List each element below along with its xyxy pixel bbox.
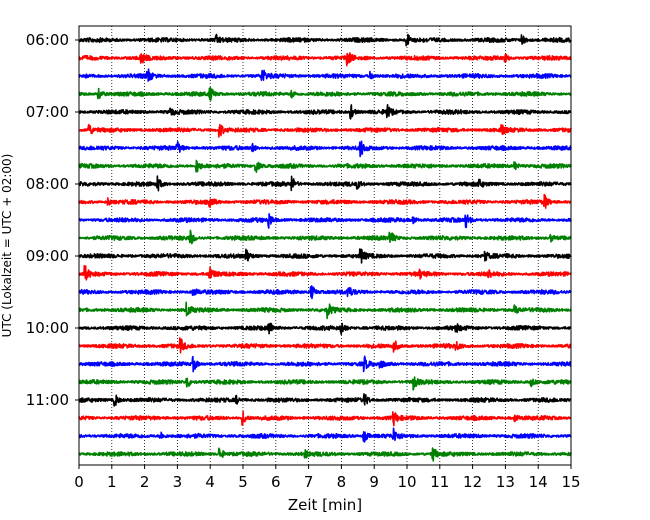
x-tick-label: 4	[205, 473, 215, 491]
x-tick-label: 14	[529, 473, 548, 491]
x-tick-label: 8	[337, 473, 347, 491]
trace-1145	[78, 447, 572, 462]
y-axis-ticks: 06:00 07:00 08:00 09:00 10:00 11:00	[26, 31, 79, 409]
x-tick-label: 9	[369, 473, 379, 491]
trace-1130	[78, 427, 572, 443]
trace-1000	[78, 322, 572, 336]
x-tick-label: 11	[430, 473, 449, 491]
x-tick-label: 6	[271, 473, 281, 491]
y-tick-label: 06:00	[26, 31, 69, 49]
x-tick-label: 5	[238, 473, 248, 491]
x-tick-label: 12	[463, 473, 482, 491]
trace-1100	[78, 393, 572, 407]
trace-0800	[78, 175, 572, 192]
trace-0645	[78, 86, 572, 102]
x-tick-label: 13	[496, 473, 515, 491]
x-tick-label: 2	[140, 473, 150, 491]
trace-0615	[78, 52, 572, 67]
y-tick-label: 10:00	[26, 319, 69, 337]
plot-area-frame	[78, 25, 572, 466]
trace-0715	[78, 123, 572, 138]
traces	[78, 33, 572, 462]
trace-1115	[78, 410, 572, 427]
x-tick-label: 15	[561, 473, 580, 491]
x-axis-ticks: 0 1 2 3 4 5 6 7 8 9 10 11 12 13 14 15	[74, 465, 581, 491]
trace-1015	[78, 337, 572, 354]
trace-0745	[78, 159, 572, 173]
x-tick-label: 1	[107, 473, 117, 491]
trace-1030	[78, 355, 572, 373]
x-tick-label: 3	[173, 473, 183, 491]
trace-0830	[78, 213, 572, 229]
trace-0845	[78, 229, 572, 245]
y-tick-label: 07:00	[26, 103, 69, 121]
trace-0815	[78, 193, 572, 209]
trace-0915	[78, 264, 572, 281]
y-tick-label: 09:00	[26, 247, 69, 265]
x-tick-label: 7	[304, 473, 314, 491]
y-axis-label: UTC (Lokalzeit = UTC + 02:00)	[0, 154, 14, 338]
trace-0930	[78, 285, 572, 300]
trace-1045	[78, 376, 572, 391]
trace-0945	[78, 301, 572, 320]
trace-0730	[78, 140, 572, 158]
trace-0600	[78, 33, 572, 47]
y-tick-label: 08:00	[26, 175, 69, 193]
trace-0900	[78, 248, 572, 264]
grid-lines	[111, 26, 539, 465]
x-tick-label: 10	[397, 473, 416, 491]
trace-0630	[78, 68, 572, 82]
x-tick-label: 0	[74, 473, 84, 491]
trace-0700	[78, 103, 572, 120]
y-tick-label: 11:00	[26, 391, 69, 409]
x-axis-label: Zeit [min]	[288, 496, 362, 514]
